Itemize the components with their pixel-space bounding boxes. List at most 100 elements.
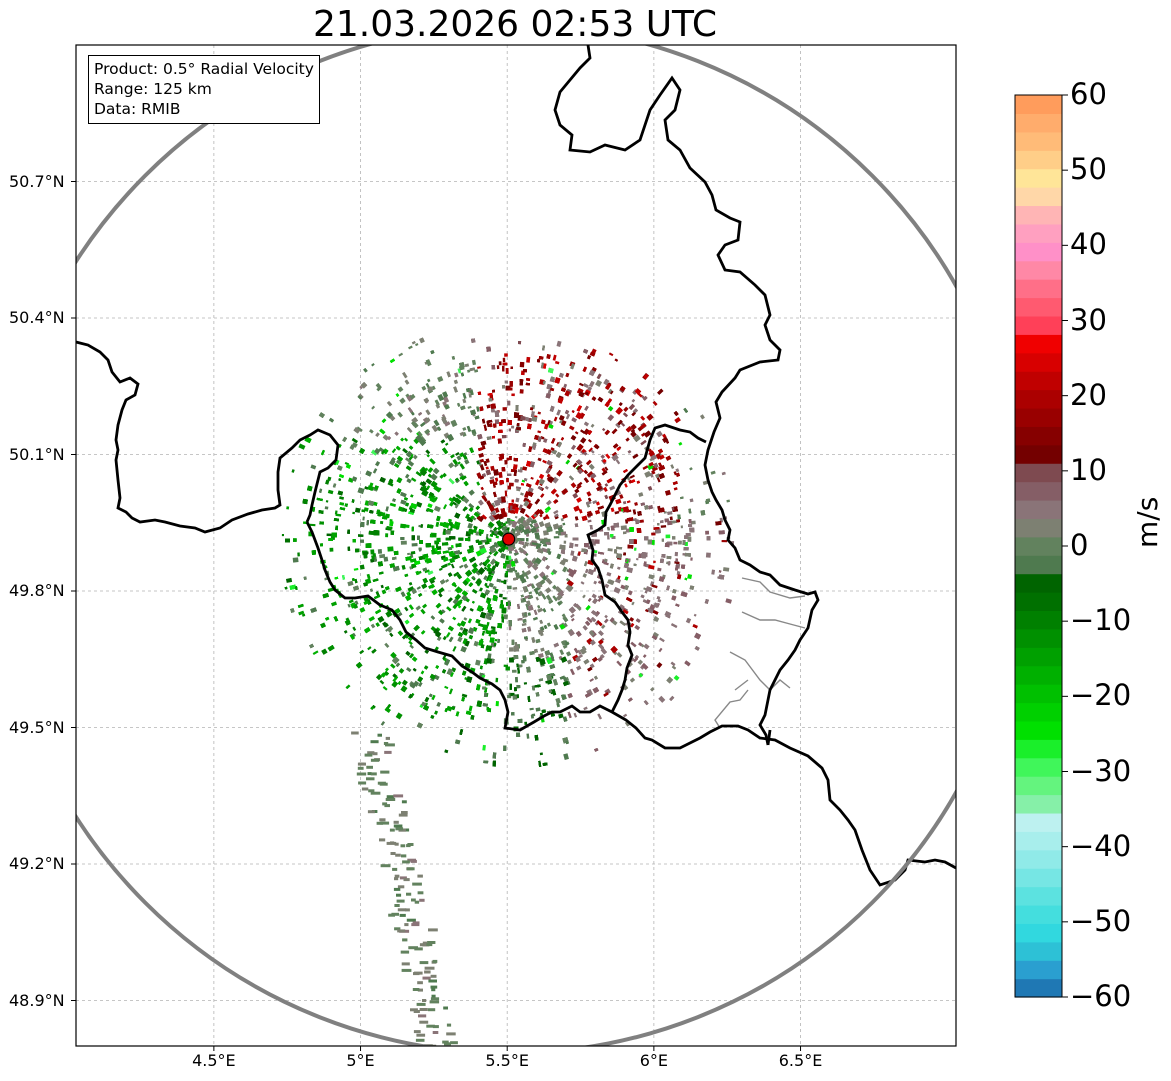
velocity-pixel <box>452 646 457 652</box>
velocity-pixel <box>556 702 561 708</box>
velocity-pixel <box>367 646 372 651</box>
velocity-pixel <box>542 459 547 464</box>
velocity-pixel <box>482 744 486 751</box>
velocity-pixel <box>415 343 419 347</box>
velocity-pixel <box>607 548 613 552</box>
velocity-pixel <box>433 419 440 427</box>
velocity-pixel <box>312 650 319 655</box>
velocity-pixel <box>504 490 508 497</box>
velocity-pixel <box>556 340 562 347</box>
velocity-pixel <box>653 602 660 609</box>
velocity-pixel <box>465 513 470 520</box>
velocity-pixel <box>515 486 522 490</box>
velocity-pixel <box>452 602 459 610</box>
velocity-pixel <box>404 606 409 612</box>
velocity-pixel <box>502 357 506 363</box>
velocity-pixel <box>411 543 418 547</box>
velocity-pixel <box>372 468 378 474</box>
velocity-pixel <box>545 594 552 602</box>
velocity-pixel <box>453 379 459 385</box>
velocity-pixel <box>444 685 449 690</box>
velocity-pixel <box>490 626 496 630</box>
velocity-pixel <box>505 555 509 560</box>
velocity-pixel <box>503 579 507 585</box>
velocity-pixel <box>486 621 490 626</box>
velocity-pixel <box>615 498 622 505</box>
velocity-pixel <box>382 686 388 691</box>
velocity-pixel <box>376 386 382 392</box>
velocity-pixel <box>590 423 595 428</box>
velocity-pixel <box>325 479 330 485</box>
velocity-pixel <box>562 644 568 649</box>
velocity-pixel <box>530 476 534 480</box>
velocity-pixel <box>560 559 566 565</box>
velocity-pixel <box>554 360 560 365</box>
velocity-pixel <box>586 470 594 478</box>
velocity-pixel <box>495 701 499 707</box>
velocity-pixel <box>420 608 426 615</box>
velocity-pixel <box>656 662 663 669</box>
velocity-pixel <box>505 722 509 725</box>
velocity-pixel <box>462 392 467 399</box>
velocity-pixel <box>553 416 558 422</box>
velocity-pixel <box>690 520 696 525</box>
velocity-pixel <box>705 530 710 535</box>
velocity-pixel <box>453 463 459 468</box>
velocity-pixel <box>624 622 628 626</box>
velocity-pixel <box>352 626 357 631</box>
velocity-pixel <box>436 537 441 543</box>
velocity-pixel <box>559 649 565 656</box>
velocity-pixel <box>343 629 348 634</box>
velocity-pixel <box>652 631 659 638</box>
velocity-pixel <box>562 522 566 526</box>
velocity-pixel <box>415 605 422 611</box>
velocity-pixel <box>608 352 614 357</box>
velocity-pixel <box>398 668 405 674</box>
velocity-pixel <box>521 622 527 627</box>
velocity-pixel <box>673 674 680 681</box>
velocity-pixel <box>503 745 507 752</box>
velocity-pixel <box>568 425 575 431</box>
velocity-pixel <box>404 437 409 442</box>
velocity-pixel <box>327 489 334 495</box>
velocity-pixel <box>512 586 518 590</box>
velocity-pixel <box>540 647 545 652</box>
velocity-pixel <box>459 564 464 569</box>
velocity-pixel <box>467 405 472 409</box>
velocity-pixel <box>506 477 509 483</box>
velocity-pixel <box>590 449 595 454</box>
velocity-pixel <box>654 473 661 479</box>
velocity-pixel <box>563 753 569 760</box>
velocity-pixel <box>503 664 509 667</box>
velocity-pixel <box>375 432 380 438</box>
velocity-pixel <box>471 575 476 580</box>
velocity-pixel <box>726 499 730 503</box>
velocity-pixel <box>616 651 623 658</box>
velocity-pixel <box>487 521 495 528</box>
velocity-pixel <box>539 513 543 518</box>
velocity-pixel <box>455 451 460 456</box>
velocity-pixel <box>347 477 354 483</box>
velocity-pixel <box>599 653 605 659</box>
velocity-pixel <box>563 383 568 389</box>
velocity-pixel <box>475 659 481 666</box>
velocity-pixel <box>509 647 514 652</box>
velocity-pixel <box>401 679 408 686</box>
velocity-pixel <box>610 507 615 513</box>
velocity-pixel <box>487 653 492 660</box>
velocity-pixel <box>399 397 406 404</box>
velocity-pixel <box>616 660 623 667</box>
velocity-pixel <box>286 506 290 510</box>
velocity-pixel <box>597 595 604 601</box>
velocity-pixel <box>523 500 530 507</box>
velocity-pixel <box>435 521 440 528</box>
velocity-pixel <box>586 354 592 360</box>
velocity-pixel <box>452 616 457 621</box>
velocity-pixel <box>657 598 662 603</box>
velocity-pixel <box>359 564 365 570</box>
velocity-pixel <box>415 501 423 508</box>
velocity-pixel <box>405 457 412 463</box>
velocity-pixel <box>495 535 500 539</box>
velocity-pixel <box>580 581 585 585</box>
velocity-pixel <box>678 441 683 446</box>
